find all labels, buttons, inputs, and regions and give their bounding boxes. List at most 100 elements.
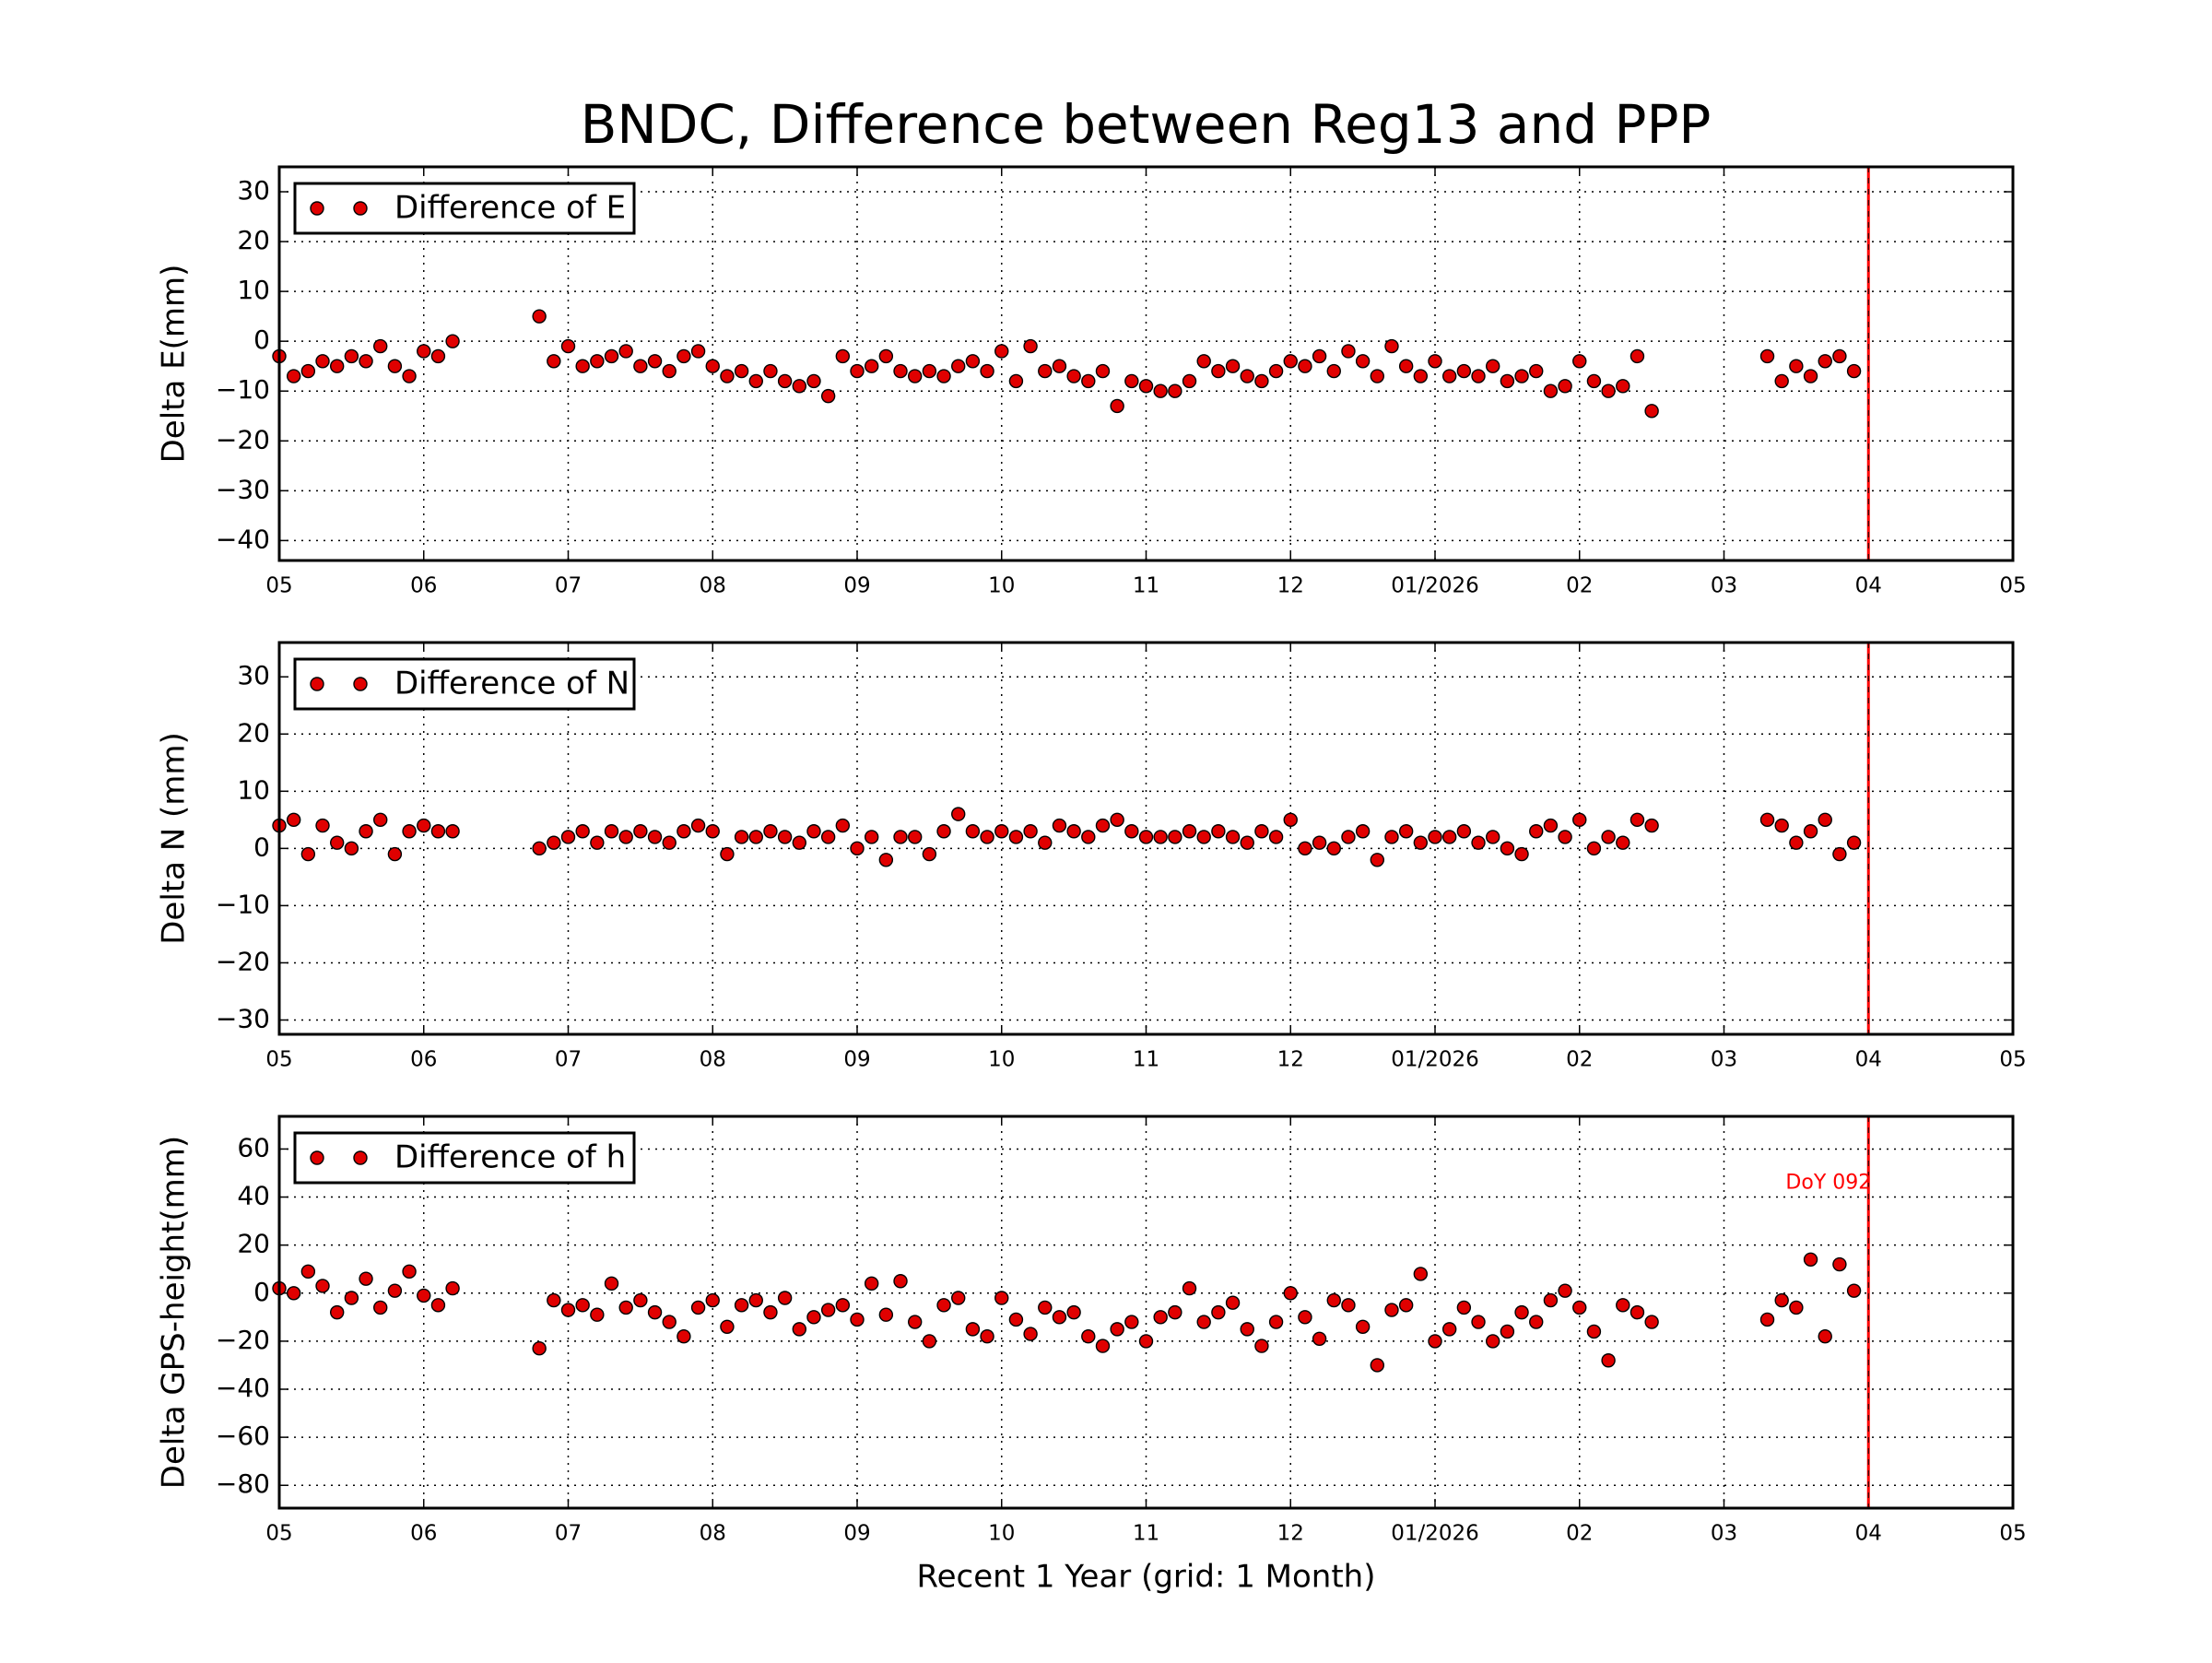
data-point [1095, 363, 1111, 379]
data-point [330, 835, 345, 850]
x-tick-label: 06 [410, 1522, 437, 1546]
data-point [1514, 1304, 1529, 1320]
data-point [359, 354, 373, 369]
x-tick-label: 07 [555, 1522, 582, 1546]
data-point [560, 830, 576, 844]
data-point [1586, 373, 1602, 389]
data-point [748, 373, 763, 389]
data-point [878, 348, 894, 364]
data-point [633, 824, 648, 839]
x-tick-label: 05 [265, 574, 292, 598]
data-point [532, 1341, 547, 1356]
data-point [748, 1292, 763, 1308]
data-point [1355, 354, 1371, 369]
data-point [690, 818, 706, 833]
data-point [604, 824, 619, 839]
data-point [1095, 818, 1111, 833]
data-point [662, 1315, 677, 1329]
data-point [618, 830, 633, 844]
data-point [1456, 363, 1472, 379]
x-tick-label: 09 [843, 1522, 870, 1546]
x-tick-label: 12 [1277, 1048, 1304, 1072]
data-point [1211, 363, 1226, 379]
data-point [1774, 1292, 1789, 1308]
x-tick-label: 08 [700, 574, 726, 598]
data-point [1225, 359, 1241, 373]
data-point [1081, 830, 1096, 844]
data-point [1138, 379, 1154, 394]
data-point [893, 830, 908, 844]
data-point [1066, 824, 1081, 839]
y-tick-label: −60 [216, 1421, 270, 1451]
data-point [1038, 1300, 1053, 1315]
data-point [951, 1291, 966, 1305]
data-point [792, 835, 806, 850]
legend-marker [353, 1150, 368, 1165]
data-point [1370, 853, 1385, 867]
data-point [1803, 369, 1818, 383]
data-point [777, 1291, 793, 1305]
data-point [359, 824, 373, 839]
data-point [430, 1298, 446, 1313]
legend-box [293, 182, 636, 235]
data-point [532, 309, 547, 324]
data-point [720, 369, 735, 383]
data-point [1283, 812, 1298, 828]
legend-marker [353, 201, 368, 216]
data-point [835, 1298, 851, 1313]
x-tick-label: 06 [410, 1048, 437, 1072]
data-point [590, 1307, 605, 1322]
data-point [1038, 363, 1053, 379]
data-point [980, 1328, 994, 1344]
data-point [1341, 830, 1356, 844]
data-point [893, 363, 908, 379]
data-point [344, 841, 359, 856]
x-tick-label: 05 [1999, 1048, 2026, 1072]
data-point [908, 1315, 923, 1329]
data-point [344, 1291, 359, 1305]
data-point [1759, 1312, 1775, 1327]
data-point [1138, 1334, 1154, 1349]
y-axis-label: Delta N (mm) [156, 732, 193, 945]
x-tick-label: 02 [1566, 574, 1593, 598]
data-point [1312, 835, 1327, 850]
data-point [690, 1300, 706, 1315]
data-point [647, 1304, 663, 1320]
y-tick-label: 60 [237, 1132, 270, 1162]
data-point [1312, 348, 1327, 364]
data-point [1398, 824, 1414, 839]
y-tick-label: −20 [216, 946, 270, 976]
x-tick-label: 09 [843, 1048, 870, 1072]
data-point [547, 354, 561, 369]
data-point [951, 807, 966, 821]
data-point [1124, 373, 1139, 389]
data-point [1153, 830, 1168, 844]
data-point [1471, 369, 1486, 383]
data-point [1326, 1292, 1341, 1308]
y-axis-label: Delta GPS-height(mm) [156, 1136, 193, 1489]
data-point [690, 344, 706, 359]
data-point [286, 369, 301, 383]
data-point [951, 359, 966, 373]
data-point [820, 388, 836, 404]
data-point [994, 1291, 1009, 1305]
data-point [820, 1303, 836, 1317]
data-point [1500, 841, 1515, 856]
data-point [1428, 1334, 1442, 1349]
data-point [1789, 359, 1804, 373]
y-tick-label: 0 [253, 324, 270, 355]
data-point [1441, 369, 1457, 383]
data-point [575, 824, 590, 839]
data-point [1254, 824, 1269, 839]
data-point [936, 1298, 951, 1313]
x-tick-label: 07 [555, 1048, 582, 1072]
x-tick-label: 03 [1711, 1522, 1737, 1546]
data-point [1846, 1283, 1862, 1298]
x-tick-label: 05 [1999, 574, 2026, 598]
data-point [792, 379, 806, 394]
data-point [705, 1292, 720, 1308]
data-point [734, 1298, 749, 1313]
data-point [1500, 1324, 1515, 1339]
